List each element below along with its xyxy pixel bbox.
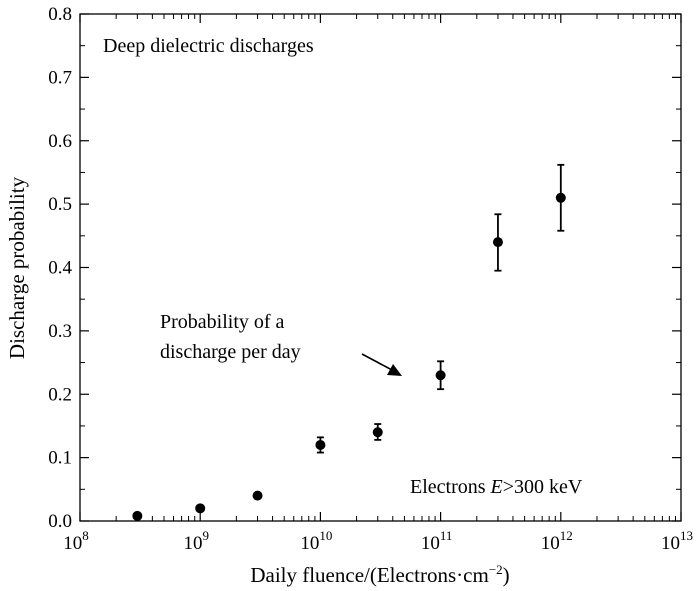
data-point [555, 163, 566, 232]
callout-arrow [361, 353, 402, 376]
data-marker [555, 192, 566, 203]
x-tick-labels: 108 109 1010 1011 1012 1013 [63, 528, 693, 554]
x-axis-title: Daily fluence/(Electrons·cm−2) [250, 562, 509, 587]
data-marker [492, 237, 503, 248]
callout-text-line2: discharge per day [160, 341, 301, 363]
data-point [435, 360, 446, 391]
energy-label: Electrons E>300 keV [410, 476, 583, 498]
y-tick-labels: 0.0 0.1 0.2 0.3 0.4 0.5 0.6 0.7 0.8 [48, 4, 72, 532]
y-tick-label: 0.6 [48, 131, 72, 152]
data-marker [252, 490, 263, 501]
axis-ticks [79, 13, 682, 522]
y-axis-title: Discharge probability [5, 176, 29, 359]
y-tick-label: 0.7 [48, 67, 72, 88]
y-tick-label: 0.4 [48, 258, 72, 279]
y-tick-label: 0.2 [48, 384, 72, 405]
y-tick-label: 0.3 [48, 321, 72, 342]
data-point [372, 423, 383, 441]
data-marker [435, 370, 446, 381]
x-tick-label: 1012 [541, 528, 573, 554]
data-point [492, 213, 503, 272]
data-point [132, 510, 143, 521]
x-tick-label: 109 [183, 528, 209, 554]
data-marker [195, 503, 206, 514]
plot-frame [79, 13, 682, 522]
data-marker [315, 439, 326, 450]
y-tick-label: 0.1 [48, 448, 72, 469]
data-marker [372, 427, 383, 438]
y-tick-label: 0.0 [48, 511, 72, 532]
data-marker [132, 510, 143, 521]
data-point [315, 436, 326, 454]
y-tick-label: 0.8 [48, 4, 72, 25]
x-tick-label: 1013 [661, 528, 693, 554]
y-tick-label: 0.5 [48, 194, 72, 215]
x-tick-label: 108 [63, 528, 89, 554]
callout-text-line1: Probability of a [160, 311, 285, 333]
data-point [252, 490, 263, 501]
x-axis-title-superscript: −2 [489, 562, 503, 577]
data-point [195, 503, 206, 514]
x-tick-label: 1010 [300, 528, 332, 554]
data-points [132, 163, 566, 521]
panel-label: Deep dielectric discharges [103, 35, 314, 57]
x-tick-label: 1011 [421, 528, 453, 554]
